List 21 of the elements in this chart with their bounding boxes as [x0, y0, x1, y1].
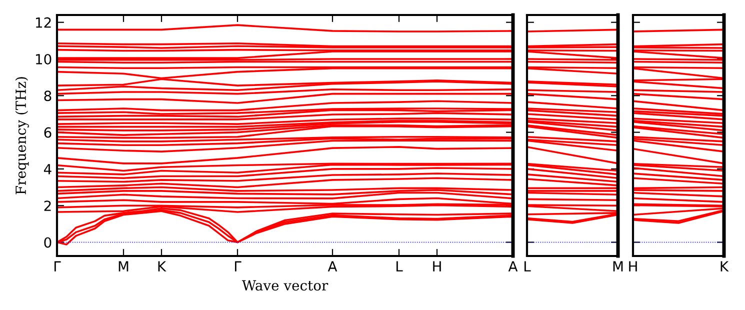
x-tick-label: A — [328, 261, 338, 272]
x-tick-label: M — [118, 261, 128, 272]
x-tick-label: H — [629, 261, 637, 272]
x-tick-label: H — [433, 261, 441, 272]
y-tick-label: 0 — [44, 237, 52, 248]
x-tick-label: M — [613, 261, 623, 272]
y-tick-label: 12 — [36, 17, 51, 28]
x-tick-label: Γ — [234, 261, 242, 272]
x-tick-label: K — [158, 261, 166, 272]
y-tick-label: 8 — [44, 90, 52, 102]
x-tick-label: A — [508, 261, 518, 272]
y-tick-label: 4 — [44, 164, 52, 174]
x-tick-label: K — [720, 261, 729, 272]
x-tick-label: Γ — [54, 261, 61, 272]
y-tick-label: 10 — [36, 54, 52, 64]
x-tick-label: L — [396, 261, 403, 272]
y-tick-label: 2 — [44, 200, 51, 211]
y-tick-label: 6 — [44, 127, 52, 138]
x-axis-title: Wave vector — [242, 280, 328, 291]
y-axis-title: Frequency (THz) — [15, 77, 29, 194]
x-tick-label: L — [524, 261, 531, 272]
